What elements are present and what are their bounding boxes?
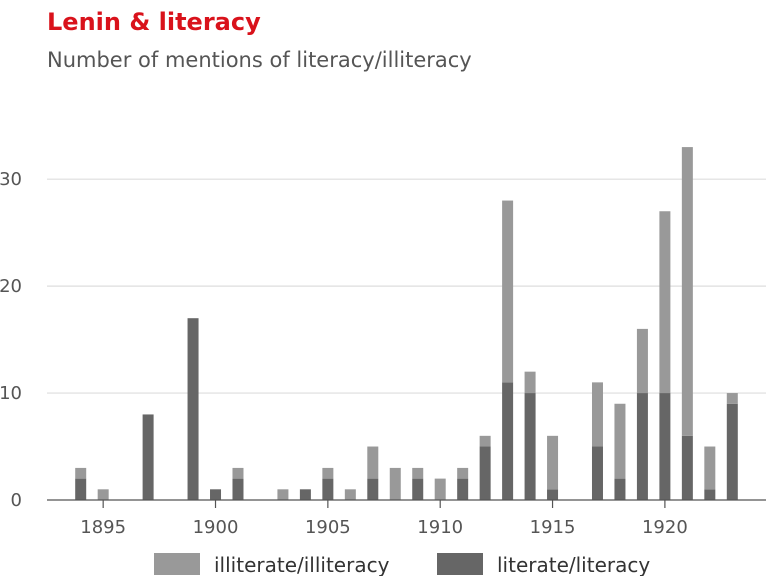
bar-illiterate-1905 xyxy=(322,467,334,479)
bar-illiterate-1918 xyxy=(614,403,626,479)
bar-literate-1905 xyxy=(322,478,334,500)
bar-illiterate-1903 xyxy=(277,489,289,500)
x-tick-label: 1920 xyxy=(642,517,688,538)
legend-swatch-illiterate xyxy=(154,553,200,575)
bars xyxy=(75,147,738,500)
bar-literate-1907 xyxy=(367,478,379,500)
bar-illiterate-1915 xyxy=(547,435,559,490)
legend: illiterate/illiteracy literate/literacy xyxy=(154,553,650,576)
bar-literate-1911 xyxy=(457,478,469,500)
bar-literate-1912 xyxy=(479,446,491,500)
legend-swatch-literate xyxy=(437,553,483,575)
bar-literate-1920 xyxy=(659,393,671,500)
y-tick-label: 10 xyxy=(0,383,22,404)
y-tick-label: 0 xyxy=(11,490,22,511)
bar-literate-1909 xyxy=(412,478,424,500)
bar-illiterate-1894 xyxy=(75,467,87,479)
bar-literate-1894 xyxy=(75,478,87,500)
x-tick-label: 1905 xyxy=(305,517,351,538)
bar-literate-1921 xyxy=(681,435,693,500)
bar-illiterate-1910 xyxy=(434,478,446,500)
y-tick-label: 30 xyxy=(0,169,22,190)
bar-literate-1904 xyxy=(299,489,311,500)
bar-illiterate-1901 xyxy=(232,467,244,479)
bar-illiterate-1912 xyxy=(479,435,491,447)
bar-illiterate-1914 xyxy=(524,371,536,394)
bar-literate-1901 xyxy=(232,478,244,500)
bar-illiterate-1920 xyxy=(659,211,671,394)
bar-literate-1915 xyxy=(547,489,559,500)
y-tick-label: 20 xyxy=(0,276,22,297)
bar-literate-1914 xyxy=(524,393,536,500)
x-tick-label: 1910 xyxy=(417,517,463,538)
bar-literate-1923 xyxy=(726,403,738,500)
bar-literate-1900 xyxy=(210,489,222,500)
bar-illiterate-1909 xyxy=(412,467,424,479)
bar-illiterate-1923 xyxy=(726,393,738,404)
bar-literate-1922 xyxy=(704,489,716,500)
x-axis-ticks: 1895 1900 1905 1910 1915 1920 xyxy=(80,500,688,538)
bar-literate-1918 xyxy=(614,478,626,500)
bar-illiterate-1917 xyxy=(591,382,603,447)
chart-title: Lenin & literacy xyxy=(47,8,261,36)
bar-illiterate-1895 xyxy=(97,489,109,500)
bar-illiterate-1911 xyxy=(457,467,469,479)
legend-label-illiterate: illiterate/illiteracy xyxy=(214,553,390,576)
bar-literate-1897 xyxy=(142,414,154,500)
bar-illiterate-1913 xyxy=(502,200,514,383)
bar-literate-1917 xyxy=(591,446,603,500)
bar-literate-1899 xyxy=(187,318,199,500)
x-tick-label: 1900 xyxy=(193,517,239,538)
bar-literate-1913 xyxy=(502,382,514,500)
bar-illiterate-1908 xyxy=(389,467,401,500)
gridlines xyxy=(47,178,766,394)
bar-illiterate-1906 xyxy=(344,489,356,500)
bar-illiterate-1907 xyxy=(367,446,379,479)
legend-label-literate: literate/literacy xyxy=(497,553,650,576)
bar-illiterate-1921 xyxy=(681,147,693,436)
chart-subtitle: Number of mentions of literacy/illiterac… xyxy=(47,48,472,72)
y-axis-ticks: 0 10 20 30 xyxy=(0,169,22,511)
x-tick-label: 1895 xyxy=(80,517,126,538)
bar-illiterate-1919 xyxy=(636,328,648,394)
bar-literate-1919 xyxy=(636,393,648,500)
bar-illiterate-1922 xyxy=(704,446,716,490)
x-tick-label: 1915 xyxy=(530,517,576,538)
